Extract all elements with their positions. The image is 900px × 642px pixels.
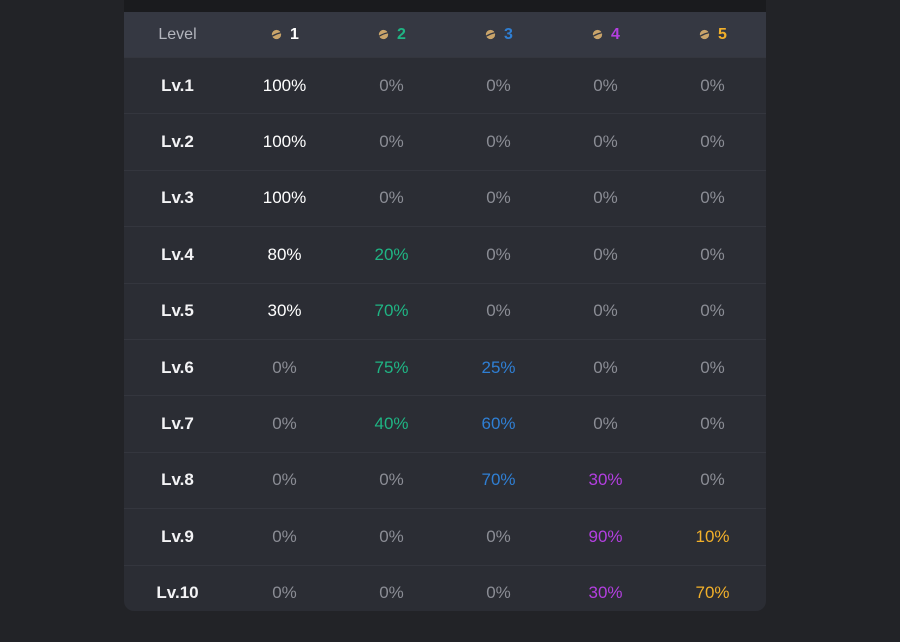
tier-label: 5 [718,25,727,43]
table-row: Lv.7 0% 40% 60% 0% 0% [124,395,766,451]
odds-cell: 0% [272,526,297,546]
table-row: Lv.3 100% 0% 0% 0% 0% [124,169,766,226]
odds-cell: 0% [593,132,618,152]
table-row: Lv.8 0% 0% 70% 30% 0% [124,451,766,508]
odds-cell: 0% [486,526,511,546]
table-row: Lv.6 0% 75% 25% 0% 0% [124,338,766,395]
table-row: Lv.2 100% 0% 0% 0% 0% [124,113,766,169]
odds-cell: 100% [262,188,307,208]
odds-cell: 40% [374,414,409,434]
odds-cell: 0% [700,75,725,95]
table-row: Lv.1 100% 0% 0% 0% 0% [124,57,766,113]
odds-cell: 0% [379,132,404,152]
table-row: Lv.10 0% 0% 0% 30% 70% [124,564,766,611]
odds-cell: 0% [272,470,297,490]
level-cell: Lv.8 [161,470,194,490]
tier-5-header: 5 [659,26,766,44]
top-strip [124,0,766,12]
table-row: Lv.5 30% 70% 0% 0% 0% [124,282,766,339]
planet-icon [271,29,282,40]
tier-1-header: 1 [231,26,338,44]
odds-cell: 0% [379,188,404,208]
planet-icon [592,29,603,40]
planet-icon [378,29,389,40]
tier-3-header: 3 [445,26,552,44]
odds-cell: 10% [695,526,730,546]
odds-cell: 0% [486,301,511,321]
odds-cell: 30% [588,583,623,603]
odds-cell: 0% [700,188,725,208]
tier-label: 2 [397,25,406,43]
odds-cell: 0% [593,244,618,264]
odds-cell: 0% [272,583,297,603]
odds-cell: 0% [379,526,404,546]
level-cell: Lv.9 [161,526,194,546]
tier-label: 3 [504,25,513,43]
odds-cell: 75% [374,357,409,377]
planet-icon [699,29,710,40]
odds-cell: 90% [588,526,623,546]
odds-cell: 0% [593,75,618,95]
odds-cell: 20% [374,244,409,264]
odds-cell: 0% [700,301,725,321]
tier-label: 1 [290,25,299,43]
table-header: Level 1 2 3 4 [124,12,766,57]
odds-cell: 100% [262,75,307,95]
tier-4-header: 4 [552,26,659,44]
odds-cell: 0% [379,583,404,603]
odds-cell: 0% [486,583,511,603]
level-cell: Lv.1 [161,75,194,95]
odds-cell: 0% [700,414,725,434]
odds-cell: 0% [272,414,297,434]
odds-cell: 0% [379,75,404,95]
tier-label: 4 [611,25,620,43]
odds-cell: 70% [481,470,516,490]
odds-cell: 25% [481,357,516,377]
table-row: Lv.9 0% 0% 0% 90% 10% [124,508,766,564]
odds-cell: 70% [695,583,730,603]
odds-cell: 0% [700,470,725,490]
odds-cell: 70% [374,301,409,321]
odds-cell: 0% [486,244,511,264]
odds-cell: 0% [593,301,618,321]
level-cell: Lv.7 [161,414,194,434]
level-cell: Lv.4 [161,244,194,264]
table-row: Lv.4 80% 20% 0% 0% 0% [124,226,766,282]
level-cell: Lv.3 [161,188,194,208]
odds-cell: 0% [486,188,511,208]
odds-cell: 0% [700,357,725,377]
odds-cell: 100% [262,132,307,152]
odds-table: Level 1 2 3 4 [124,12,766,611]
odds-cell: 0% [379,470,404,490]
odds-cell: 80% [267,244,302,264]
odds-cell: 0% [272,357,297,377]
odds-cell: 0% [486,132,511,152]
level-cell: Lv.2 [161,132,194,152]
level-cell: Lv.10 [156,583,199,603]
odds-cell: 30% [267,301,302,321]
level-cell: Lv.6 [161,357,194,377]
odds-cell: 0% [593,188,618,208]
level-cell: Lv.5 [161,301,194,321]
odds-cell: 30% [588,470,623,490]
tier-2-header: 2 [338,26,445,44]
odds-cell: 0% [700,244,725,264]
odds-cell: 0% [593,414,618,434]
odds-cell: 0% [593,357,618,377]
odds-cell: 0% [486,75,511,95]
odds-cell: 0% [700,132,725,152]
planet-icon [485,29,496,40]
level-column-header: Level [158,25,197,43]
odds-cell: 60% [481,414,516,434]
